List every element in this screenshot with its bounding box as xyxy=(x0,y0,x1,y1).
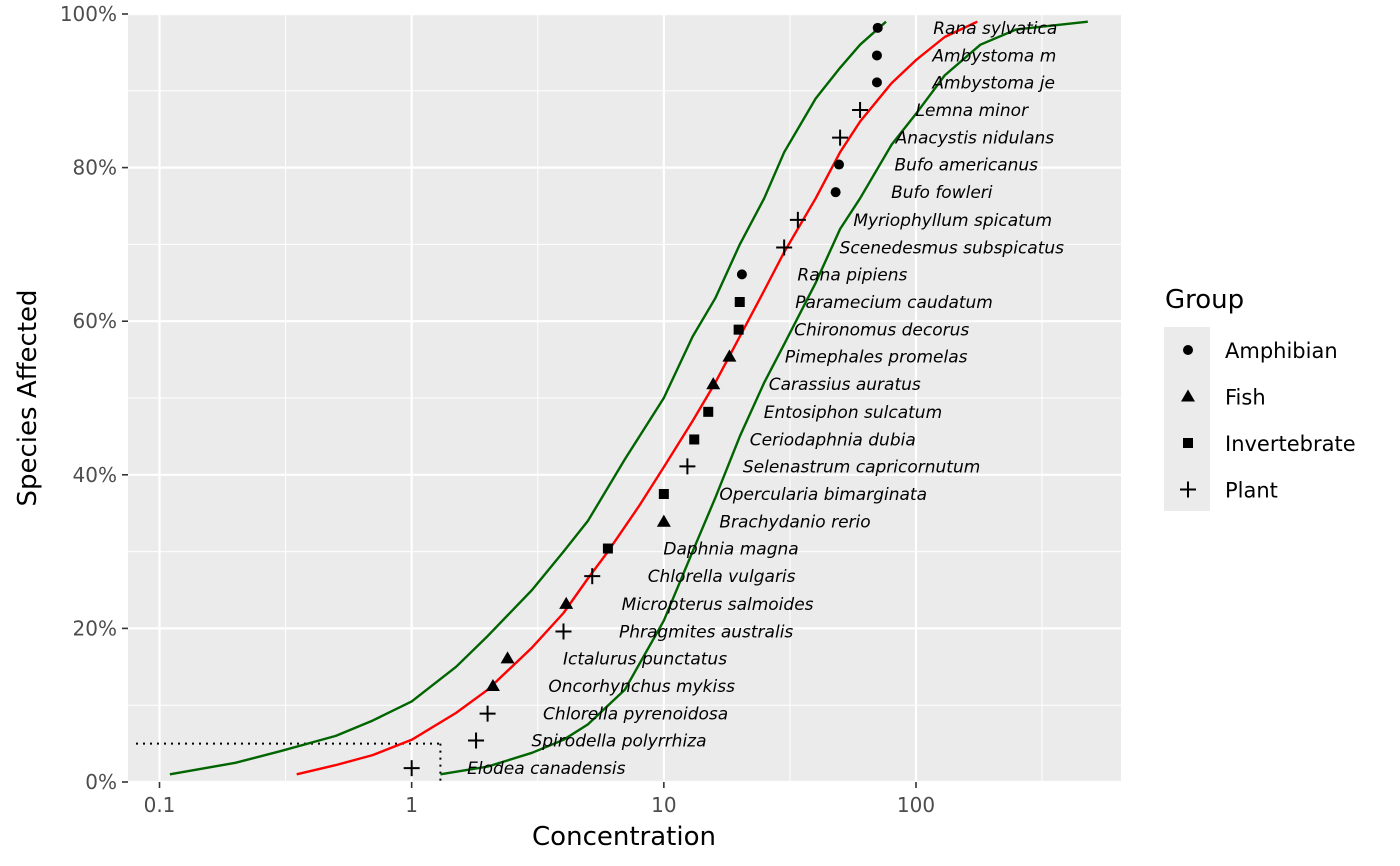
point-plant xyxy=(789,211,806,228)
species-label: Ambystoma m xyxy=(931,46,1056,66)
point-plant xyxy=(776,239,793,256)
species-label: Entosiphon sulcatum xyxy=(764,403,942,423)
legend-key-invertebrate xyxy=(1183,438,1193,448)
confidence-band xyxy=(169,20,1088,776)
species-label: Chlorella vulgaris xyxy=(648,567,796,587)
legend-label-invertebrate: Invertebrate xyxy=(1225,432,1356,456)
species-label: Chironomus decorus xyxy=(794,321,969,341)
species-label: Ceriodaphnia dubia xyxy=(750,430,916,450)
species-label: Carassius auratus xyxy=(769,375,921,395)
species-label: Bufo americanus xyxy=(894,156,1038,176)
point-fish xyxy=(656,514,671,527)
point-fish xyxy=(722,349,737,362)
species-label: Rana sylvatica xyxy=(933,19,1057,39)
point-amphibian xyxy=(872,22,883,33)
species-label: Paramecium caudatum xyxy=(795,293,993,313)
major-gridlines xyxy=(128,12,1121,784)
species-label: Ictalurus punctatus xyxy=(563,649,727,669)
species-label: Rana pipiens xyxy=(797,265,907,285)
y-tick-label: 40% xyxy=(73,463,117,487)
species-label: Elodea canadensis xyxy=(467,759,625,779)
x-tick-label: 0.1 xyxy=(144,793,176,817)
x-tick-label: 1 xyxy=(405,793,418,817)
point-amphibian xyxy=(833,159,844,170)
species-label: Daphnia magna xyxy=(663,540,798,560)
x-axis-title: Concentration xyxy=(532,822,716,852)
legend: Group Amphibian Fish Invertebrate Plant xyxy=(1164,285,1356,511)
point-invertebrate xyxy=(734,297,745,307)
point-amphibian xyxy=(871,50,882,61)
species-label: Selenastrum capricornutum xyxy=(743,457,980,477)
legend-key-plant xyxy=(1180,481,1196,498)
confidence-band-lower xyxy=(440,20,1088,776)
legend-title: Group xyxy=(1165,285,1244,315)
legend-label-amphibian: Amphibian xyxy=(1225,339,1338,363)
species-label: Anacystis nidulans xyxy=(895,129,1055,149)
point-invertebrate xyxy=(689,434,700,445)
hc5-reference-lines xyxy=(136,742,442,782)
y-tick-label: 60% xyxy=(73,309,117,333)
point-plant xyxy=(479,705,496,722)
fitted-distribution-curve xyxy=(296,20,978,776)
legend-key-fish xyxy=(1181,389,1195,402)
x-tick-label: 10 xyxy=(651,793,676,817)
point-plant xyxy=(584,568,601,585)
point-amphibian xyxy=(871,77,882,88)
species-labels: Elodea canadensis Spirodella polyrrhiza Ch… xyxy=(467,19,1064,779)
point-invertebrate xyxy=(703,406,714,417)
point-fish xyxy=(485,679,500,692)
point-plant xyxy=(468,732,485,749)
fitted-curve xyxy=(296,20,978,776)
species-label: Lemna minor xyxy=(916,101,1030,121)
species-label: Ambystoma je xyxy=(931,73,1055,93)
species-label: Oncorhynchus mykiss xyxy=(548,677,735,697)
data-points xyxy=(403,22,883,777)
species-label: Pimephales promelas xyxy=(785,348,968,368)
point-plant xyxy=(403,760,420,777)
y-tick-label: 0% xyxy=(85,770,117,794)
species-label: Spirodella polyrrhiza xyxy=(532,732,707,752)
species-label: Brachydanio rerio xyxy=(719,513,870,533)
legend-label-plant: Plant xyxy=(1225,479,1278,503)
point-plant xyxy=(832,129,849,146)
y-tick-label: 80% xyxy=(73,156,117,180)
y-axis-title: Species Affected xyxy=(13,289,43,506)
species-label: Opercularia bimarginata xyxy=(719,485,927,505)
species-label: Myriophyllum spicatum xyxy=(853,211,1052,231)
point-invertebrate xyxy=(602,543,613,554)
x-tick-label: 100 xyxy=(897,793,935,817)
species-label: Scenedesmus subspicatus xyxy=(840,238,1065,258)
legend-key-amphibian xyxy=(1183,345,1193,355)
point-fish xyxy=(500,651,515,664)
point-amphibian xyxy=(830,187,841,198)
y-tick-label: 20% xyxy=(73,616,117,640)
point-plant xyxy=(679,458,696,475)
legend-key-background xyxy=(1164,327,1210,511)
point-fish xyxy=(706,377,721,390)
legend-label-fish: Fish xyxy=(1225,386,1266,410)
confidence-band-upper xyxy=(169,20,887,776)
point-invertebrate xyxy=(658,489,669,499)
species-label: Chlorella pyrenoidosa xyxy=(543,705,728,725)
species-label: Phragmites australis xyxy=(619,622,793,642)
point-fish xyxy=(559,596,574,609)
point-invertebrate xyxy=(733,324,744,335)
point-plant xyxy=(852,102,869,118)
species-label: Bufo fowleri xyxy=(891,183,993,203)
x-axis-ticks: 0.1 1 10 100 xyxy=(144,782,935,817)
point-plant xyxy=(555,623,572,640)
point-amphibian xyxy=(736,269,747,280)
y-tick-label: 100% xyxy=(60,2,117,26)
y-axis-ticks: 0% 20% 40% 60% 80% 100% xyxy=(60,2,128,794)
species-label: Micropterus salmoides xyxy=(622,595,814,615)
